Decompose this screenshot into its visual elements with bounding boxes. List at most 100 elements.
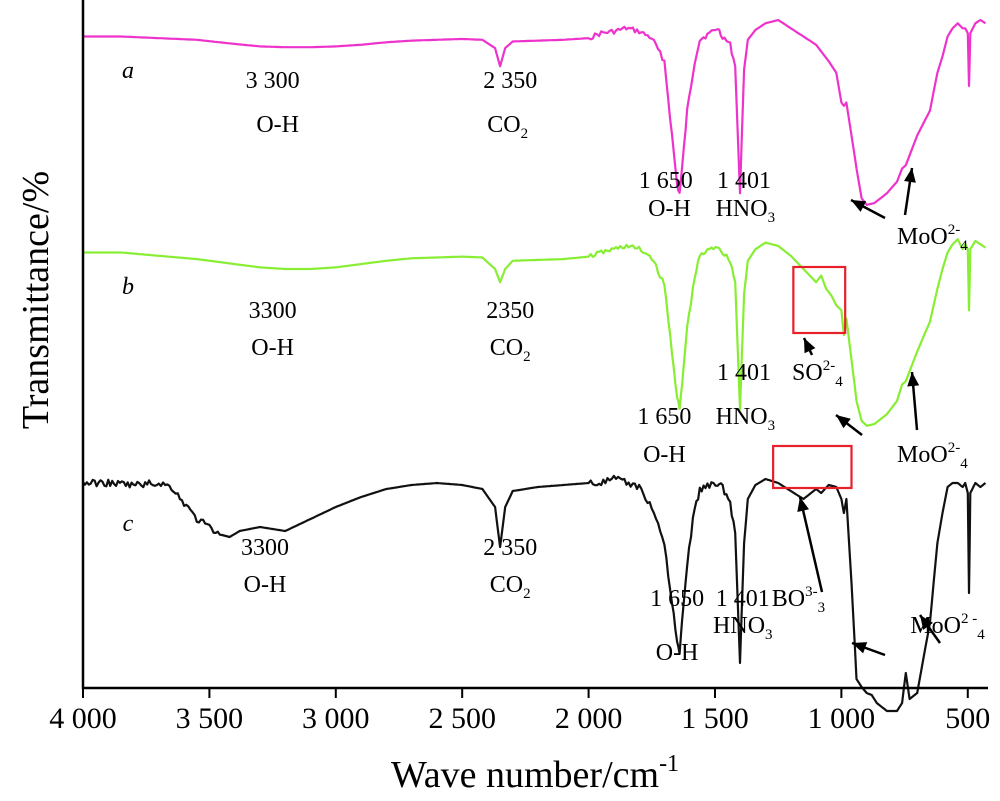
annotation-label: 1 650 bbox=[650, 586, 704, 612]
annotation-label: 2 350 bbox=[483, 68, 537, 94]
annotation-sub: 3 bbox=[765, 627, 773, 643]
x-tick-label: 3 500 bbox=[176, 702, 244, 735]
annotation-sub: 2 bbox=[523, 586, 531, 602]
x-tick-label: 2 000 bbox=[555, 702, 623, 735]
annotation-main: SO bbox=[792, 360, 823, 386]
annotation-label: CO2 bbox=[490, 572, 531, 602]
annotation-main: HNO bbox=[716, 404, 768, 430]
annotation-main: O-H bbox=[643, 442, 686, 468]
annotation-label: 3300 bbox=[249, 298, 297, 324]
annotation-label: 1 650 bbox=[637, 404, 691, 430]
annotation-main: CO bbox=[490, 335, 523, 361]
series-line-b bbox=[83, 238, 987, 427]
x-tick-label: 4 000 bbox=[49, 702, 117, 735]
annotation-arrow-head bbox=[852, 642, 868, 654]
annotation-main: HNO bbox=[716, 196, 768, 222]
annotation-main: HNO bbox=[713, 613, 765, 639]
x-tick-label: 1 500 bbox=[681, 702, 749, 735]
annotation-main: BO bbox=[772, 586, 805, 612]
annotation-label: 1 650 bbox=[639, 168, 693, 194]
annotation-main: CO bbox=[487, 112, 520, 138]
annotation-label: O-H bbox=[244, 572, 287, 598]
annotation-label: HNO3 bbox=[716, 196, 776, 226]
x-ticks: 4 000 3 500 3 000 2 500 2 000 1 500 1 000 500 bbox=[49, 688, 990, 735]
annotation-main: O-H bbox=[244, 572, 287, 598]
annotation-label: HNO3 bbox=[716, 404, 776, 434]
annotation-main: CO bbox=[490, 572, 523, 598]
annotation-label: MoO2 -4 bbox=[910, 611, 985, 643]
annotation-label: SO2-4 bbox=[792, 358, 843, 390]
annotation-label: O-H bbox=[656, 640, 699, 666]
annotation-main: 2 350 bbox=[483, 535, 537, 561]
annotation-main: 1 401 bbox=[717, 168, 771, 194]
highlight-boxes bbox=[772, 265, 853, 490]
annotation-sub: 4 bbox=[960, 456, 968, 472]
annotation-label: CO2 bbox=[490, 335, 531, 365]
annotation-label: 1 401 bbox=[717, 360, 771, 386]
series-label-a: a bbox=[122, 58, 134, 84]
annotation-arrow-head bbox=[851, 200, 867, 212]
annotation-sub: 3 bbox=[768, 418, 776, 434]
annotation-main: 3300 bbox=[241, 535, 289, 561]
annotation-main: 1 401 bbox=[717, 360, 771, 386]
y-axis-title: Transmittance/% bbox=[15, 171, 57, 429]
annotation-sub: 3 bbox=[818, 600, 826, 616]
spectra-group: a b c bbox=[82, 18, 987, 713]
series-line-a bbox=[83, 18, 987, 206]
annotation-label: 1 401 bbox=[716, 586, 770, 612]
annotation-label: HNO3 bbox=[713, 613, 773, 643]
annotation-main: MoO bbox=[897, 442, 948, 468]
annotation-label: 3300 bbox=[241, 535, 289, 561]
annotation-label: BO3-3 bbox=[772, 584, 825, 616]
annotation-arrow-shaft bbox=[798, 496, 824, 593]
annotation-main: 2350 bbox=[486, 298, 534, 324]
highlight-box bbox=[772, 444, 853, 490]
annotation-arrow-head bbox=[904, 168, 916, 183]
annotation-main: O-H bbox=[648, 196, 691, 222]
x-tick-label: 500 bbox=[945, 702, 990, 735]
annotation-sub: 4 bbox=[960, 238, 968, 254]
annotation-main: 2 350 bbox=[483, 68, 537, 94]
annotation-label: O-H bbox=[256, 112, 299, 138]
annotation-label: 2350 bbox=[486, 298, 534, 324]
annotation-main: 1 650 bbox=[639, 168, 693, 194]
annotation-arrow-head bbox=[836, 415, 851, 429]
annotation-arrow-head bbox=[797, 497, 810, 512]
annotation-sub: 2 bbox=[521, 126, 529, 142]
annotation-main: 1 650 bbox=[650, 586, 704, 612]
annotation-label: CO2 bbox=[487, 112, 528, 142]
annotation-sup: 2- bbox=[948, 222, 961, 238]
x-axis-title-text: Wave number/cm bbox=[391, 754, 659, 796]
annotation-sup: 3- bbox=[805, 584, 818, 600]
highlight-box bbox=[792, 265, 847, 335]
x-axis-title-sup: -1 bbox=[659, 751, 679, 777]
annotation-arrow-head bbox=[920, 615, 934, 630]
annotation-main: MoO bbox=[897, 224, 948, 250]
x-tick-label: 1 000 bbox=[808, 702, 876, 735]
annotation-sup: 2- bbox=[823, 358, 836, 374]
annotation-label: MoO2-4 bbox=[897, 440, 968, 472]
annotation-label: O-H bbox=[251, 335, 294, 361]
annotation-sup: 2 - bbox=[961, 611, 977, 627]
x-tick-label: 3 000 bbox=[302, 702, 370, 735]
annotation-label: 3 300 bbox=[246, 68, 300, 94]
annotation-label: MoO2-4 bbox=[897, 222, 968, 254]
axes bbox=[81, 0, 988, 690]
annotation-main: 3300 bbox=[249, 298, 297, 324]
annotation-sub: 4 bbox=[835, 374, 843, 390]
annotation-main: O-H bbox=[256, 112, 299, 138]
annotation-main: MoO bbox=[910, 613, 961, 639]
annotation-main: 1 401 bbox=[716, 586, 770, 612]
annotation-arrow-head bbox=[804, 338, 816, 354]
annotation-arrow-head bbox=[907, 372, 920, 387]
series-line-c bbox=[82, 474, 987, 713]
x-tick-label: 2 500 bbox=[428, 702, 496, 735]
annotation-label: 2 350 bbox=[483, 535, 537, 561]
annotation-main: 1 650 bbox=[637, 404, 691, 430]
annotation-label: O-H bbox=[648, 196, 691, 222]
annotation-arrows bbox=[797, 167, 942, 657]
annotation-sub: 4 bbox=[977, 627, 985, 643]
annotation-sub: 3 bbox=[768, 210, 776, 226]
